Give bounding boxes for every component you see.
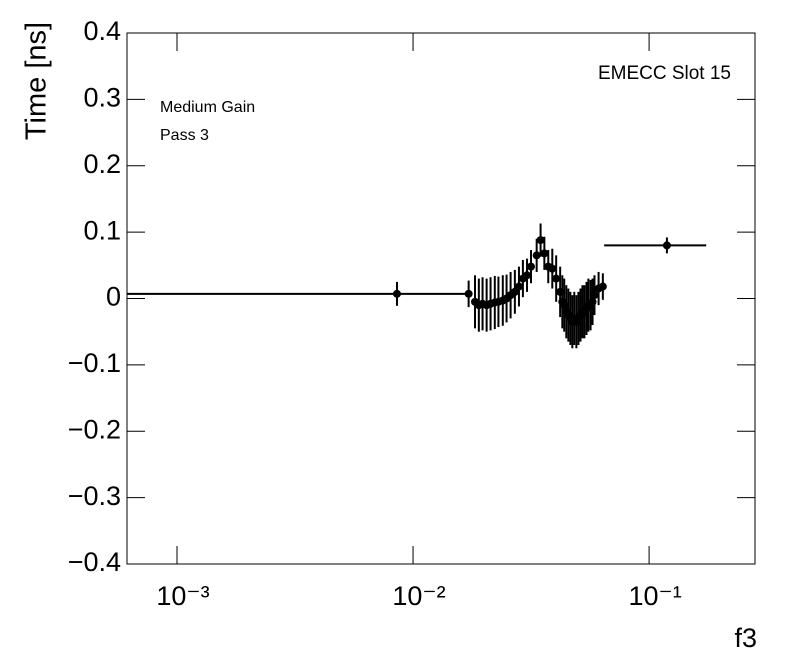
data-point: [532, 251, 541, 260]
y-tick-label: −0.1: [68, 348, 121, 378]
data-point: [523, 271, 532, 280]
y-axis-label: Time [ns]: [21, 22, 53, 140]
y-tick-label: 0: [106, 282, 121, 312]
data-point: [540, 249, 549, 258]
y-tick-label: 0.2: [83, 149, 121, 179]
data-point: [526, 262, 535, 271]
data-point: [548, 264, 557, 273]
data-point: [662, 241, 671, 250]
annotation: Medium Gain: [160, 99, 255, 116]
y-tick-label: −0.2: [68, 414, 121, 444]
x-axis-label: f3: [734, 623, 757, 653]
data-point: [392, 289, 401, 298]
y-tick-label: 0.3: [83, 83, 121, 113]
y-tick-label: 0.1: [83, 215, 121, 245]
data-point: [598, 282, 607, 291]
x-tick-label: 10⁻²: [392, 581, 445, 611]
y-tick-label: −0.4: [68, 547, 121, 577]
data-point: [536, 236, 545, 245]
data-point: [590, 291, 599, 300]
y-tick-label: 0.4: [83, 16, 121, 46]
x-tick-label: 10⁻¹: [628, 581, 681, 611]
y-tick-label: −0.3: [68, 481, 121, 511]
x-tick-label: 10⁻³: [156, 581, 209, 611]
annotation: EMECC Slot 15: [598, 63, 731, 84]
data-point: [464, 289, 473, 298]
data-point: [514, 282, 523, 291]
data-point: [552, 274, 561, 283]
annotation: Pass 3: [160, 127, 209, 144]
